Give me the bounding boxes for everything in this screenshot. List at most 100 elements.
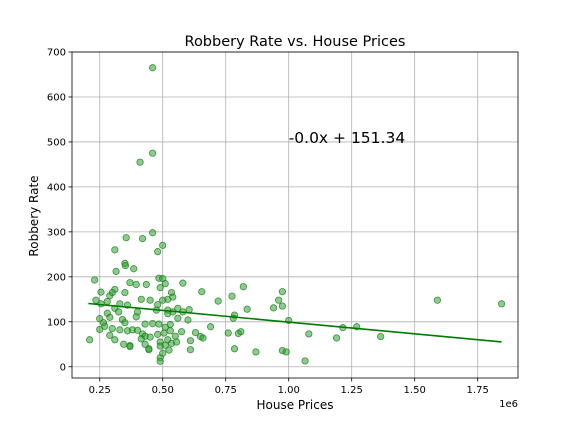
scatter-point-12: [112, 267, 120, 276]
x-tick-label-6: 1.75: [467, 385, 489, 396]
scatter-point-36: [92, 296, 100, 304]
scatter-point-38: [146, 296, 154, 304]
scatter-point-105: [86, 336, 94, 344]
scatter-point-11: [130, 265, 138, 273]
scatter-point-87: [166, 327, 174, 335]
scatter-point-65: [229, 314, 237, 322]
scatter-point-30: [106, 292, 114, 300]
scatter-point-123: [230, 345, 239, 353]
scatter-point-99: [146, 333, 154, 341]
scatter-point-81: [108, 324, 116, 333]
scatter-point-126: [282, 348, 290, 356]
scatter-point-40: [275, 296, 283, 304]
scatter-point-117: [156, 342, 164, 350]
x-tick-label-5: 1.50: [404, 385, 426, 396]
scatter-point-48: [269, 304, 278, 312]
scatter-point-90: [224, 329, 232, 337]
scatter-point-68: [184, 316, 192, 324]
scatter-point-20: [179, 279, 187, 287]
scatter-point-107: [137, 335, 145, 343]
scatter-point-42: [498, 300, 506, 308]
scatter-point-16: [126, 279, 134, 287]
scatter-point-7: [111, 246, 119, 254]
y-tick-label-4: 400: [47, 182, 66, 193]
scatter-point-24: [97, 288, 105, 296]
scatter-point-78: [206, 323, 215, 331]
y-tick-label-6: 600: [47, 92, 66, 103]
scatter-point-120: [145, 346, 153, 354]
scatter-point-63: [106, 313, 114, 321]
scatter-point-72: [149, 319, 157, 328]
scatter-point-28: [278, 288, 287, 296]
scatter-point-100: [171, 332, 179, 340]
scatter-point-27: [198, 288, 206, 296]
scatter-point-6: [159, 241, 167, 249]
scatter-point-94: [160, 329, 168, 337]
x-tick-label-1: 0.50: [152, 385, 174, 396]
y-tick-label-5: 500: [47, 137, 66, 148]
chart-title: Robbery Rate vs. House Prices: [185, 34, 406, 50]
regression-line: [88, 302, 502, 343]
x-tick-label-3: 1.00: [278, 385, 300, 396]
plot-area: 0.25 0.50 0.75 1.00 1.25 1.50 1.75 0 100 200 300 40…: [47, 48, 519, 396]
scatter-point-74: [141, 320, 149, 328]
axes-frame: [71, 51, 519, 379]
scatter-point-82: [116, 326, 124, 334]
x-tick-label-2: 0.75: [215, 385, 237, 396]
scatter-point-2: [149, 149, 157, 157]
x-tick-label-4: 1.25: [341, 385, 363, 396]
scatter-point-106: [111, 336, 119, 344]
scatter-point-92: [234, 329, 242, 338]
x-tick-label-0: 0.25: [89, 385, 111, 396]
scatter-point-103: [377, 333, 385, 341]
scatter-point-89: [191, 328, 200, 337]
scatter-point-55: [115, 308, 123, 316]
scatter-point-129: [156, 357, 164, 365]
scatter-point-113: [120, 340, 128, 348]
scatter-point-124: [252, 348, 260, 356]
scatter-point-29: [121, 288, 129, 297]
scatter-point-88: [178, 328, 186, 336]
x-axis-offset-label: 1e6: [499, 399, 518, 410]
scatter-point-95: [154, 330, 162, 338]
scatter-point-5: [138, 235, 147, 243]
scatter-point-122: [186, 346, 195, 354]
y-tick-label-2: 200: [47, 272, 66, 283]
scatter-point-13: [91, 276, 99, 284]
scatter-point-17: [132, 280, 140, 289]
scatter-point-22: [156, 284, 164, 292]
scatter-point-121: [165, 346, 173, 354]
scatter-point-112: [172, 338, 181, 346]
scatter-point-64: [174, 314, 182, 322]
scatter-point-1: [136, 158, 144, 166]
scatter-point-52: [243, 305, 251, 313]
y-tick-label-3: 300: [47, 227, 66, 238]
scatter-point-39: [214, 297, 222, 305]
y-tick-label-7: 700: [47, 48, 66, 59]
scatter-point-4: [122, 234, 130, 242]
scatter-point-35: [159, 296, 167, 304]
scatter-point-102: [199, 334, 207, 342]
scatter-point-31: [228, 292, 236, 300]
scatter-point-115: [141, 340, 149, 348]
scatter-point-104: [332, 334, 341, 342]
y-axis-label: Robbery Rate: [27, 175, 41, 256]
scatter-point-47: [278, 302, 287, 310]
scatter-point-41: [433, 296, 441, 304]
scatter-point-37: [103, 297, 111, 306]
x-axis-label: House Prices: [257, 398, 334, 412]
scatter-point-21: [239, 283, 247, 291]
scatter-point-19: [161, 279, 169, 288]
scatter-point-3: [149, 229, 157, 237]
scatter-point-10: [121, 261, 130, 270]
scatter-point-76: [101, 322, 109, 330]
regression-equation-annotation: -0.0x + 151.34: [289, 129, 406, 147]
scatter-point-18: [142, 280, 150, 289]
scatter-point-118: [126, 342, 134, 351]
scatter-point-130: [301, 357, 309, 365]
scatter-point-96: [305, 330, 313, 338]
scatter-point-97: [106, 331, 114, 339]
y-tick-label-1: 100: [47, 317, 66, 328]
